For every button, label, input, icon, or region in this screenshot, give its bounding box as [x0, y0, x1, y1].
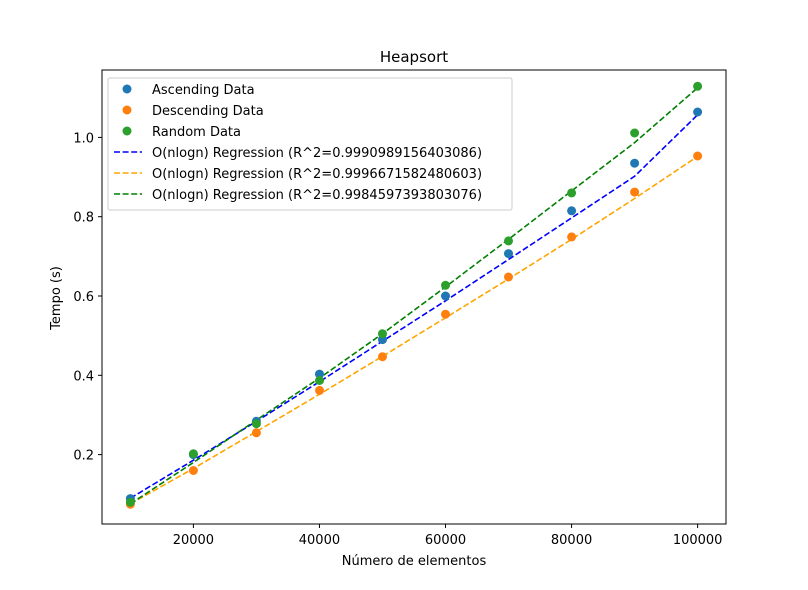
y-tick-label: 0.8 — [73, 211, 94, 226]
data-point-series-1 — [315, 369, 324, 379]
data-point-series-2 — [441, 309, 450, 319]
axes: 20000 40000 60000 80000 100000 0.2 0.4 0.6 0.8 1.… — [73, 69, 727, 548]
data-point-series-2 — [315, 385, 324, 395]
x-tick-label: 20000 — [173, 533, 214, 548]
legend-marker — [122, 84, 132, 94]
legend-label: O(nlogn) Regression (R^2=0.9990989156403… — [152, 146, 482, 161]
data-point-series-1 — [567, 206, 577, 216]
x-tick-label: 80000 — [551, 533, 592, 548]
data-point-series-2 — [188, 466, 198, 475]
data-point-series-3 — [441, 280, 450, 290]
data-point-series-1 — [504, 249, 513, 259]
data-point-series-3 — [315, 376, 324, 385]
x-axis-label: Número de elementos — [342, 554, 487, 569]
data-point-series-2 — [504, 272, 513, 282]
y-tick-label: 0.2 — [73, 449, 94, 464]
regression-line-6 — [129, 87, 699, 505]
data-point-series-1 — [441, 291, 450, 301]
data-point-series-3 — [188, 449, 198, 459]
data-point-series-3 — [567, 188, 577, 198]
y-tick-label: 1.0 — [73, 131, 94, 146]
data-point-series-3 — [504, 236, 513, 246]
legend-label: Descending Data — [152, 104, 264, 119]
regression-line-5 — [130, 155, 699, 505]
x-tick-label: 40000 — [299, 533, 340, 548]
data-point-series-3 — [251, 419, 261, 429]
legend-label: Ascending Data — [152, 83, 255, 98]
plot-area — [125, 81, 703, 509]
x-tick-label: 60000 — [425, 533, 466, 548]
x-tick-label: 100000 — [673, 533, 723, 548]
axes-frame — [101, 69, 727, 525]
y-tick-label: 0.4 — [73, 369, 94, 384]
data-point-series-3 — [630, 128, 640, 138]
data-point-series-3 — [693, 81, 703, 91]
data-point-series-2 — [693, 151, 703, 161]
legend-box — [107, 77, 513, 211]
y-tick-label: 0.6 — [73, 290, 94, 305]
data-point-series-2 — [567, 232, 577, 242]
legend: Ascending Data Descending Data Random Data… — [107, 77, 513, 211]
legend-marker — [122, 126, 132, 136]
data-point-series-3 — [378, 329, 387, 339]
data-point-series-3 — [125, 497, 135, 507]
legend-label: O(nlogn) Regression (R^2=0.9996671582480… — [152, 167, 482, 182]
legend-label: O(nlogn) Regression (R^2=0.9984597393803… — [152, 188, 482, 203]
data-point-series-2 — [630, 187, 640, 197]
data-point-series-1 — [630, 158, 640, 168]
legend-marker — [122, 105, 132, 115]
data-point-series-1 — [693, 107, 703, 117]
chart-title: Heapsort — [380, 48, 448, 66]
regression-line-4 — [129, 114, 699, 499]
legend-label: Random Data — [152, 125, 241, 140]
y-axis-label: Tempo (s) — [49, 266, 64, 331]
data-point-series-2 — [251, 428, 261, 438]
data-point-series-2 — [378, 352, 387, 362]
